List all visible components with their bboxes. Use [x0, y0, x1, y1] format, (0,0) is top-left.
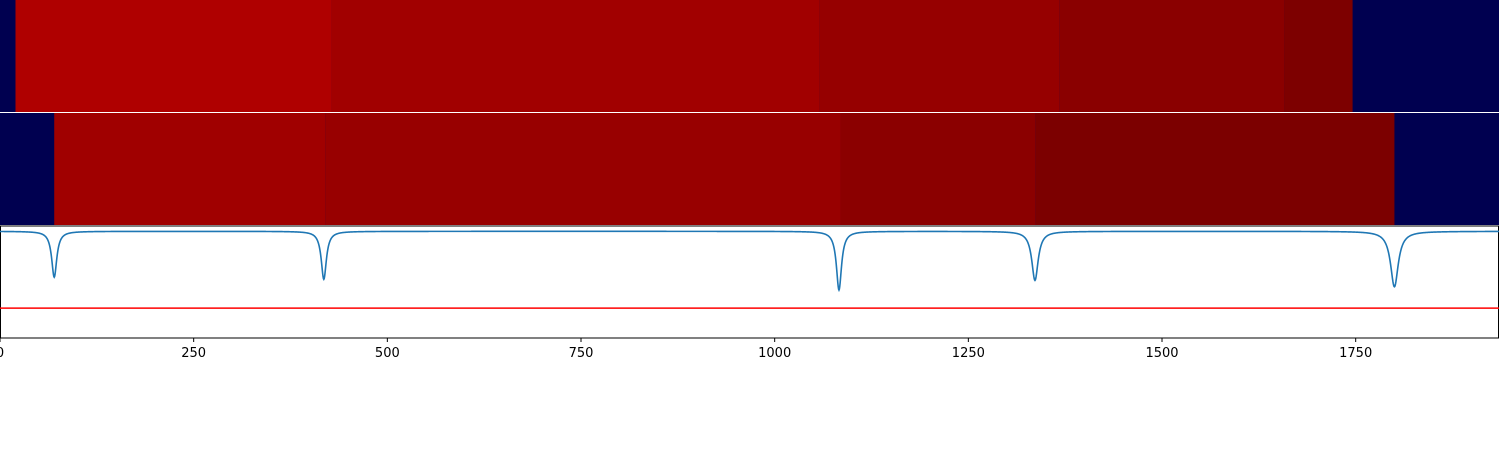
- x-tick-label: 500: [375, 346, 400, 361]
- x-tick-label: 750: [569, 346, 594, 361]
- x-tick-label: 1250: [952, 346, 985, 361]
- signal-line: [0, 230, 1499, 293]
- heatmap-segment: [840, 113, 1036, 225]
- x-tick-label: 1750: [1339, 346, 1372, 361]
- x-tick-label: 1000: [758, 346, 791, 361]
- x-tick-label: 1500: [1145, 346, 1178, 361]
- heatmap-segment: [54, 113, 326, 225]
- heatmap-segment: [1284, 0, 1353, 112]
- heatmap-segment: [331, 0, 820, 112]
- x-tick-label: 250: [181, 346, 206, 361]
- heatmap-segment: [1035, 113, 1395, 225]
- heatmap-segment: [325, 113, 841, 225]
- heatmap-panel-top: [0, 0, 1499, 112]
- heatmap-segment: [15, 0, 332, 112]
- heatmap-panel-middle: [0, 113, 1499, 225]
- line-panel-bottom: [0, 225, 1499, 339]
- x-tick-label: 0: [0, 346, 4, 361]
- x-axis: 0 250 500 750 1000 1250 1500 1750: [0, 338, 1372, 361]
- heatmap-segment: [819, 0, 1060, 112]
- plot-frame: [0, 225, 1499, 339]
- heatmap-segment: [1059, 0, 1285, 112]
